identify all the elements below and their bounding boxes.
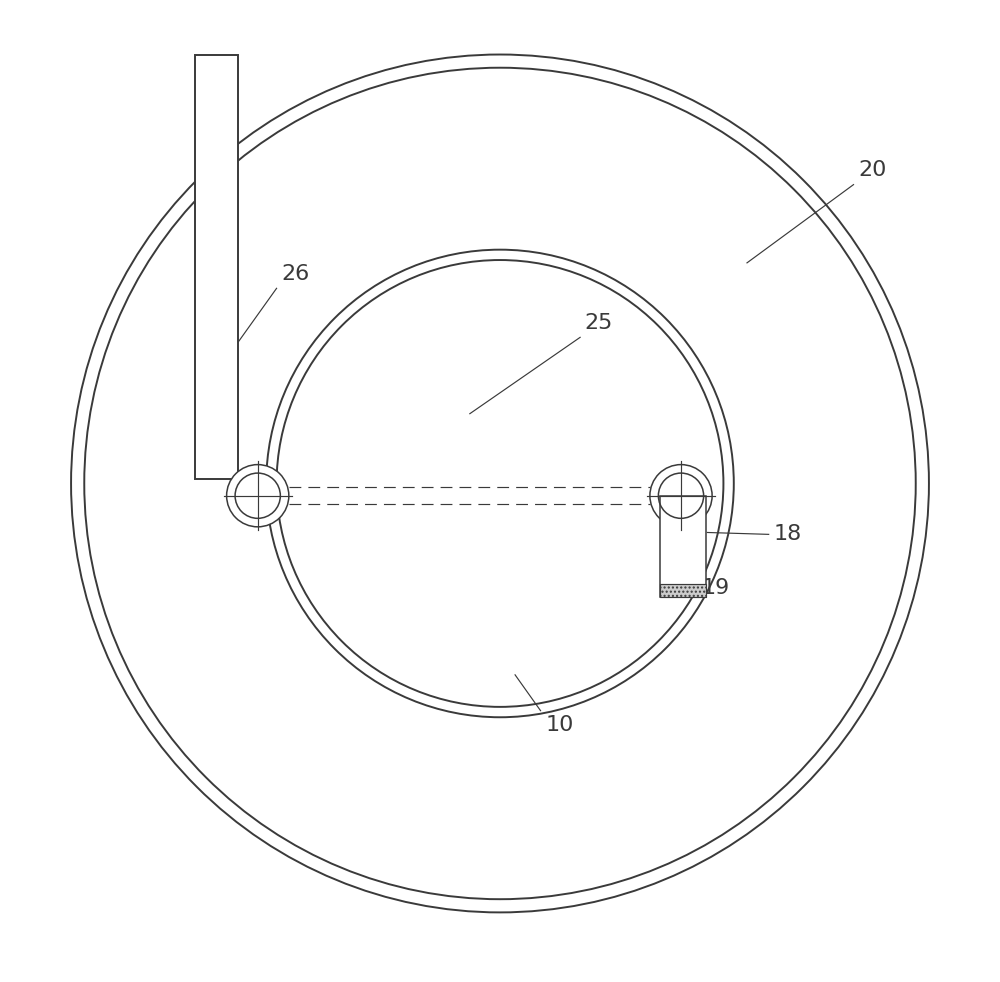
Bar	[660, 584, 706, 597]
Bar	[660, 496, 706, 597]
Text: 20: 20	[858, 160, 887, 180]
Text: 25: 25	[585, 312, 613, 333]
Circle shape	[227, 464, 289, 526]
Text: 10: 10	[545, 715, 574, 736]
Bar	[195, 55, 238, 479]
Text: 26: 26	[281, 263, 310, 284]
Circle shape	[650, 464, 712, 526]
Text: 18: 18	[773, 524, 802, 544]
Text: 19: 19	[702, 577, 730, 598]
